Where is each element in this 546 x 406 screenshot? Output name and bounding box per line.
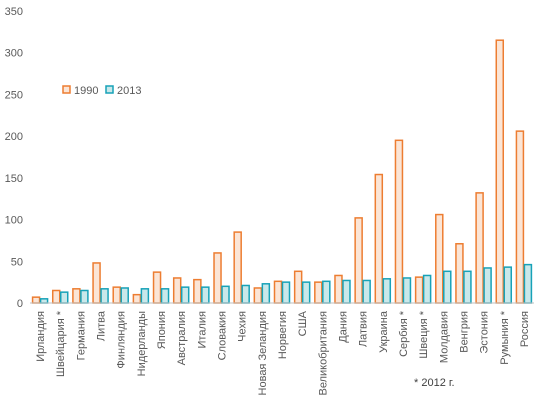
- bar-2013: [140, 288, 150, 304]
- y-tick-label: 350: [5, 6, 23, 18]
- x-tick-label: Германия: [75, 311, 87, 360]
- bar-2013: [362, 279, 371, 304]
- bar-2013: [483, 267, 492, 304]
- bar-1990: [515, 130, 525, 304]
- bar-1990: [394, 139, 404, 304]
- bar-1990: [132, 293, 142, 304]
- bar-2013: [39, 298, 49, 304]
- legend-swatch-1990: [62, 85, 71, 94]
- x-tick-label: Италия: [196, 311, 208, 349]
- x-tick-label: Эстония: [479, 311, 491, 354]
- bar-2013: [59, 291, 69, 304]
- x-tick-label: Великобритания: [317, 311, 329, 396]
- x-tick-label: США: [297, 310, 309, 336]
- y-axis: 0 50 100 150 200 250 300 350: [5, 6, 23, 310]
- x-tick-label: Украина: [378, 310, 390, 353]
- bar-2013: [281, 281, 291, 304]
- bar-1990: [72, 288, 81, 304]
- x-tick-label: Венгрия: [458, 311, 470, 353]
- bar-1990: [152, 271, 162, 304]
- bar-2013: [100, 288, 109, 304]
- bar-1990: [193, 278, 202, 304]
- bar-1990: [374, 173, 384, 304]
- x-tick-label: Россия: [519, 311, 531, 347]
- bar-1990: [293, 270, 303, 304]
- bar-2013: [503, 266, 513, 304]
- bar-2013: [201, 286, 210, 304]
- bar-2013: [322, 280, 331, 304]
- bars-group: [31, 39, 533, 304]
- legend-swatch-2013: [105, 85, 114, 94]
- y-tick-label: 150: [5, 173, 23, 185]
- x-tick-label: Румыния *: [499, 310, 511, 364]
- bar-2013: [160, 288, 170, 304]
- y-tick-label: 100: [5, 215, 23, 227]
- bar-2013: [422, 274, 432, 304]
- x-tick-label: Новая Зеландия: [257, 311, 269, 395]
- bar-1990: [233, 231, 242, 304]
- legend-label-1990: 1990: [74, 85, 98, 97]
- x-tick-label: Молдавия: [438, 311, 450, 363]
- x-tick-label: Япония: [156, 311, 168, 349]
- footnote: * 2012 г.: [414, 377, 455, 389]
- bar-2013: [80, 289, 89, 304]
- x-tick-label: Швеция *: [418, 310, 430, 358]
- bar-1990: [112, 286, 121, 304]
- x-tick-label: Ирландия: [35, 311, 47, 362]
- x-tick-label: Нидерланды: [136, 311, 148, 376]
- bar-2013: [301, 281, 311, 304]
- bar-2013: [342, 279, 351, 304]
- bar-2013: [382, 278, 392, 304]
- bar-1990: [435, 213, 444, 304]
- bar-1990: [334, 274, 343, 304]
- x-tick-label: Словакия: [217, 311, 229, 360]
- bar-1990: [213, 252, 222, 304]
- bar-2013: [261, 283, 271, 304]
- bar-1990: [354, 217, 363, 304]
- bar-1990: [253, 287, 263, 304]
- y-tick-label: 50: [11, 256, 23, 268]
- y-tick-label: 0: [17, 298, 23, 310]
- x-tick-label: Австралия: [176, 311, 188, 365]
- legend: 1990 2013: [62, 85, 141, 97]
- bar-2013: [443, 270, 452, 304]
- bar-2013: [241, 284, 250, 304]
- bar-1990: [172, 277, 182, 304]
- bar-1990: [314, 281, 323, 304]
- bar-2013: [221, 285, 230, 304]
- bar-1990: [475, 192, 484, 304]
- bar-2013: [180, 286, 190, 304]
- bar-1990: [495, 39, 505, 304]
- x-tick-label: Швейцария *: [55, 310, 67, 377]
- bar-1990: [414, 276, 424, 304]
- x-tick-label: Дания: [337, 311, 349, 343]
- x-tick-label: Латвия: [358, 311, 370, 347]
- x-axis: Ирландия Швейцария * Германия Литва Финлянди…: [30, 302, 534, 396]
- bar-1990: [92, 262, 101, 304]
- bar-2013: [402, 277, 412, 304]
- bar-2013: [120, 287, 129, 304]
- y-tick-label: 250: [5, 89, 23, 101]
- x-tick-label: Литва: [96, 310, 108, 341]
- x-tick-label: Сербия *: [398, 310, 410, 357]
- bar-1990: [31, 296, 41, 304]
- bar-2013: [523, 263, 533, 304]
- x-tick-label: Чехия: [237, 311, 249, 342]
- x-tick-label: Норвегия: [277, 311, 289, 359]
- bar-1990: [51, 289, 61, 304]
- bar-1990: [455, 243, 464, 304]
- bar-1990: [273, 280, 283, 304]
- x-tick-label: Финляндия: [116, 311, 128, 369]
- legend-label-2013: 2013: [117, 85, 141, 97]
- bar-2013: [463, 270, 472, 304]
- y-tick-label: 300: [5, 48, 23, 60]
- y-tick-label: 200: [5, 131, 23, 143]
